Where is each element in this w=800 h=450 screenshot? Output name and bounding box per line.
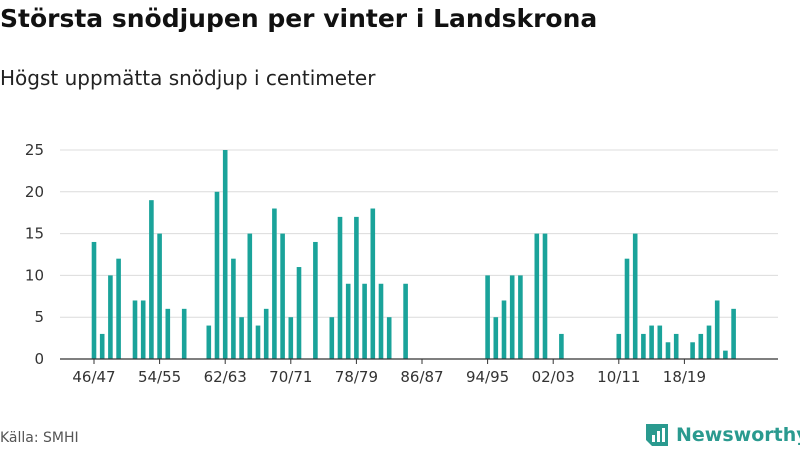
bar-61/62 — [214, 191, 220, 359]
gridlines — [60, 149, 778, 318]
bar-19/20 — [690, 342, 695, 359]
x-tick-label: 62/63 — [204, 368, 247, 386]
x-tick-label: 10/11 — [597, 368, 640, 386]
bar-21/22 — [706, 325, 712, 359]
bar-75/76 — [329, 317, 335, 359]
bar-82/83 — [386, 317, 392, 359]
bar-22/23 — [714, 300, 720, 359]
bar-79/80 — [362, 283, 367, 359]
bar-00/01 — [534, 233, 540, 359]
bar-76/77 — [337, 216, 343, 359]
bar-94/95 — [485, 275, 490, 359]
bar-54/55 — [157, 233, 162, 359]
bar-77/78 — [345, 283, 351, 359]
bar-52/53 — [140, 300, 146, 359]
x-tick-label: 86/87 — [400, 368, 443, 386]
x-tick-label: 54/55 — [138, 368, 181, 386]
bar-66/67 — [255, 325, 261, 359]
bar-46/47 — [91, 241, 97, 359]
bar-49/50 — [116, 258, 121, 359]
x-tick-label: 18/19 — [663, 368, 706, 386]
bar-97/98 — [509, 275, 515, 359]
bar-69/70 — [280, 233, 285, 359]
bar-65/66 — [247, 233, 253, 359]
bar-15/16 — [657, 325, 663, 359]
x-tick-label: 02/03 — [532, 368, 575, 386]
bar-47/48 — [99, 333, 105, 359]
bar-chart-document-icon — [646, 424, 668, 446]
bar-24/25 — [731, 308, 736, 359]
y-tick-label: 10 — [25, 266, 44, 284]
bar-71/72 — [296, 267, 302, 359]
bar-78/79 — [354, 216, 359, 359]
bar-12/13 — [632, 233, 638, 359]
bar-98/99 — [518, 275, 523, 359]
bar-51/52 — [132, 300, 138, 359]
bar-62/63 — [222, 150, 228, 359]
x-tick-label: 70/71 — [269, 368, 312, 386]
bar-13/14 — [641, 333, 646, 359]
bar-10/11 — [616, 333, 622, 359]
bar-64/65 — [239, 317, 244, 359]
bar-20/21 — [698, 333, 704, 359]
bar-70/71 — [288, 317, 294, 359]
bar-48/49 — [108, 275, 113, 359]
bar-55/56 — [165, 308, 171, 359]
bar-81/82 — [378, 283, 384, 359]
y-tick-label: 5 — [34, 308, 44, 326]
bar-80/81 — [370, 208, 376, 359]
bar-96/97 — [501, 300, 507, 359]
x-tick-label: 78/79 — [335, 368, 378, 386]
chart-subtitle: Högst uppmätta snödjup i centimeter — [0, 66, 376, 90]
x-tick-label: 94/95 — [466, 368, 509, 386]
bar-03/04 — [559, 333, 564, 359]
bar-73/74 — [313, 241, 318, 359]
bar-60/61 — [206, 325, 212, 359]
bar-53/54 — [149, 200, 154, 359]
source-label: Källa: SMHI — [0, 430, 79, 446]
y-tick-label: 20 — [25, 183, 44, 201]
bar-23/24 — [723, 350, 728, 359]
bars — [91, 150, 736, 359]
y-tick-label: 0 — [34, 350, 44, 368]
y-tick-label: 15 — [25, 225, 44, 243]
x-tick-labels: 46/47 54/55 62/63 70/71 78/79 86/87 94/95 02/03… — [72, 359, 706, 386]
bar-chart: 0 5 10 15 20 25 46/47 54/55 62/63 70/71 78/79 86/8… — [25, 141, 778, 386]
bar-14/15 — [649, 325, 654, 359]
brand-logo: Newsworthy — [644, 420, 800, 450]
bar-57/58 — [181, 308, 187, 359]
bar-68/69 — [272, 208, 277, 359]
bar-01/02 — [542, 233, 548, 359]
bar-84/85 — [403, 283, 408, 359]
chart-title: Största snödjupen per vinter i Landskron… — [0, 4, 598, 33]
y-tick-label: 25 — [25, 141, 44, 159]
x-tick-label: 46/47 — [72, 368, 115, 386]
brand-name: Newsworthy — [676, 424, 800, 446]
y-tick-labels: 0 5 10 15 20 25 — [25, 141, 44, 368]
bar-95/96 — [493, 317, 499, 359]
bar-67/68 — [263, 308, 269, 359]
bar-63/64 — [231, 258, 236, 359]
bar-16/17 — [665, 342, 671, 359]
bar-11/12 — [624, 258, 630, 359]
bar-17/18 — [673, 333, 679, 359]
